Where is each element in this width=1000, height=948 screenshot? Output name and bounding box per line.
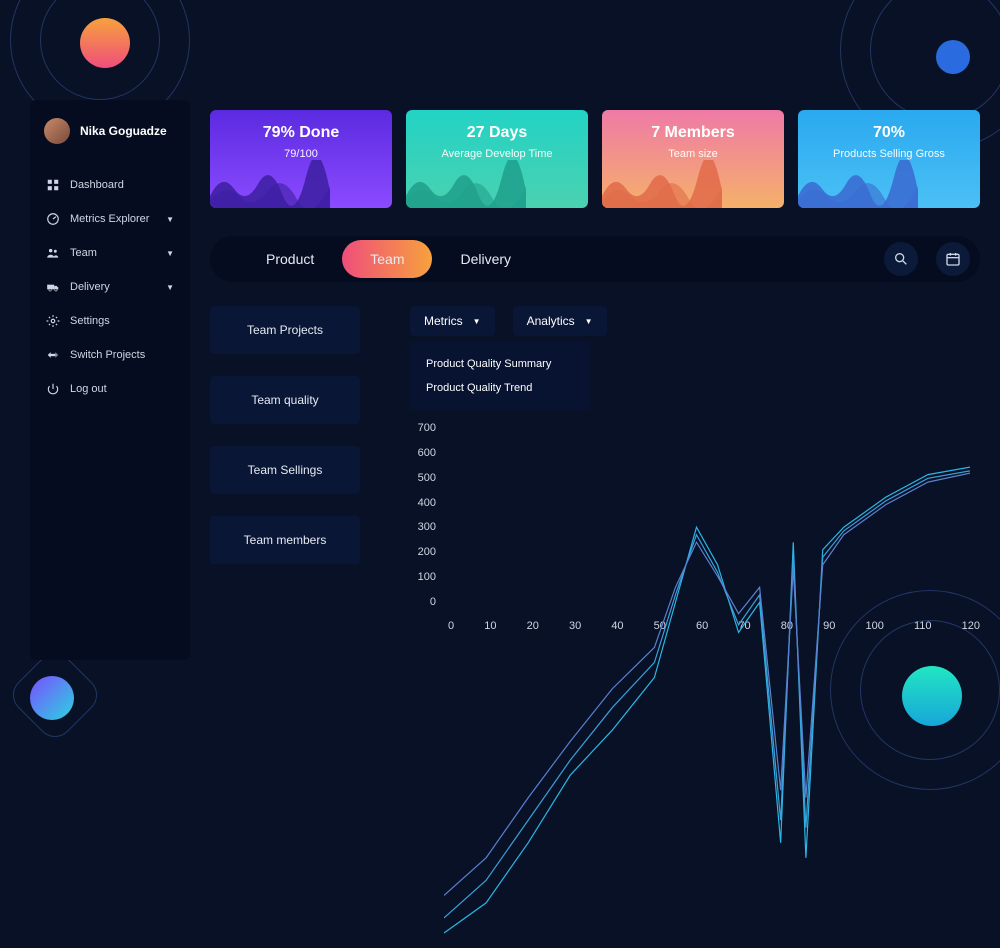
sidebar-item-label: Dashboard — [70, 179, 124, 191]
y-tick: 600 — [394, 447, 436, 459]
y-tick: 400 — [394, 497, 436, 509]
power-icon — [46, 382, 60, 396]
stat-cards: 79% Done 79/100 27 Days Average Develop Tim… — [210, 110, 980, 208]
dropdown-metrics-menu: Product Quality SummaryProduct Quality T… — [410, 342, 590, 410]
sidebar: Nika Goguadze Dashboard Metrics Explorer ▼… — [30, 100, 190, 660]
tab-team[interactable]: Team — [342, 240, 432, 278]
tab-bar: ProductTeamDelivery — [210, 236, 980, 282]
dropdown-option[interactable]: Product Quality Summary — [426, 352, 574, 376]
search-button[interactable] — [884, 242, 918, 276]
people-icon — [46, 246, 60, 260]
chart-series — [444, 473, 970, 895]
sidebar-item-metrics-explorer[interactable]: Metrics Explorer ▼ — [44, 202, 176, 236]
chevron-down-icon: ▼ — [166, 249, 174, 258]
stat-card-1[interactable]: 27 Days Average Develop Time — [406, 110, 588, 208]
stat-card-3[interactable]: 70% Products Selling Gross — [798, 110, 980, 208]
section-button-team-quality[interactable]: Team quality — [210, 376, 360, 424]
stat-card-2[interactable]: 7 Members Team size — [602, 110, 784, 208]
chart-area: Metrics ▼ Analytics ▼ Product Quality Su… — [384, 306, 980, 632]
stat-card-subtitle: 79/100 — [284, 148, 318, 160]
sidebar-item-label: Metrics Explorer — [70, 213, 149, 225]
dropdown-option[interactable]: Product Quality Trend — [426, 376, 574, 400]
main: 79% Done 79/100 27 Days Average Develop Tim… — [210, 110, 980, 632]
stat-card-wave — [406, 160, 526, 208]
search-icon — [893, 251, 909, 267]
section-button-team-members[interactable]: Team members — [210, 516, 360, 564]
stat-card-subtitle: Average Develop Time — [441, 148, 552, 160]
chart-series — [444, 467, 970, 933]
truck-icon — [46, 280, 60, 294]
chart-plot — [444, 422, 970, 948]
chart-y-axis: 0 100 200 300 400 500 600 700 — [394, 422, 436, 608]
dropdown-metrics-label: Metrics — [424, 314, 463, 328]
y-tick: 300 — [394, 521, 436, 533]
stat-card-title: 7 Members — [651, 124, 735, 142]
sidebar-item-dashboard[interactable]: Dashboard — [44, 168, 176, 202]
sidebar-item-label: Switch Projects — [70, 349, 145, 361]
chevron-down-icon: ▼ — [166, 283, 174, 292]
section-button-team-sellings[interactable]: Team Sellings — [210, 446, 360, 494]
grid-icon — [46, 178, 60, 192]
gear-icon — [46, 314, 60, 328]
section-button-team-projects[interactable]: Team Projects — [210, 306, 360, 354]
decor-ring-top-right-2 — [870, 0, 1000, 120]
user-name: Nika Goguadze — [80, 124, 167, 138]
swap-icon — [46, 348, 60, 362]
gauge-icon — [46, 212, 60, 226]
y-tick: 500 — [394, 472, 436, 484]
sidebar-item-label: Settings — [70, 315, 110, 327]
dropdown-metrics[interactable]: Metrics ▼ — [410, 306, 495, 336]
sidebar-item-label: Team — [70, 247, 97, 259]
sidebar-item-log-out[interactable]: Log out — [44, 372, 176, 406]
decor-ring-top-left-2 — [40, 0, 160, 100]
chevron-down-icon: ▼ — [473, 317, 481, 326]
stat-card-0[interactable]: 79% Done 79/100 — [210, 110, 392, 208]
dropdown-analytics[interactable]: Analytics ▼ — [513, 306, 607, 336]
y-tick: 700 — [394, 422, 436, 434]
sidebar-item-team[interactable]: Team ▼ — [44, 236, 176, 270]
content-row: Team Projects Team quality Team Sellings Te… — [210, 306, 980, 632]
team-section-buttons: Team Projects Team quality Team Sellings Te… — [210, 306, 360, 632]
sidebar-item-label: Log out — [70, 383, 107, 395]
dropdown-analytics-label: Analytics — [527, 314, 575, 328]
stat-card-title: 27 Days — [467, 124, 528, 142]
y-tick: 0 — [394, 596, 436, 608]
tab-product[interactable]: Product — [238, 240, 342, 278]
y-tick: 200 — [394, 546, 436, 558]
calendar-button[interactable] — [936, 242, 970, 276]
avatar — [44, 118, 70, 144]
calendar-icon — [945, 251, 961, 267]
chevron-down-icon: ▼ — [166, 215, 174, 224]
decor-diamond-bottom-left — [6, 646, 105, 745]
stat-card-wave — [210, 160, 330, 208]
stat-card-wave — [602, 160, 722, 208]
stat-card-wave — [798, 160, 918, 208]
chevron-down-icon: ▼ — [585, 317, 593, 326]
decor-orb-top-left — [80, 18, 130, 68]
decor-orb-bottom-left — [30, 676, 74, 720]
sidebar-item-label: Delivery — [70, 281, 110, 293]
line-chart: 0100200300400500600700 01020304050607080… — [394, 422, 980, 632]
stat-card-subtitle: Products Selling Gross — [833, 148, 945, 160]
stat-card-title: 70% — [873, 124, 905, 142]
stat-card-subtitle: Team size — [668, 148, 718, 160]
decor-orb-top-right — [936, 40, 970, 74]
user-block[interactable]: Nika Goguadze — [44, 118, 176, 144]
sidebar-item-settings[interactable]: Settings — [44, 304, 176, 338]
sidebar-item-delivery[interactable]: Delivery ▼ — [44, 270, 176, 304]
tab-delivery[interactable]: Delivery — [432, 240, 539, 278]
sidebar-item-switch-projects[interactable]: Switch Projects — [44, 338, 176, 372]
stat-card-title: 79% Done — [263, 124, 339, 142]
y-tick: 100 — [394, 571, 436, 583]
